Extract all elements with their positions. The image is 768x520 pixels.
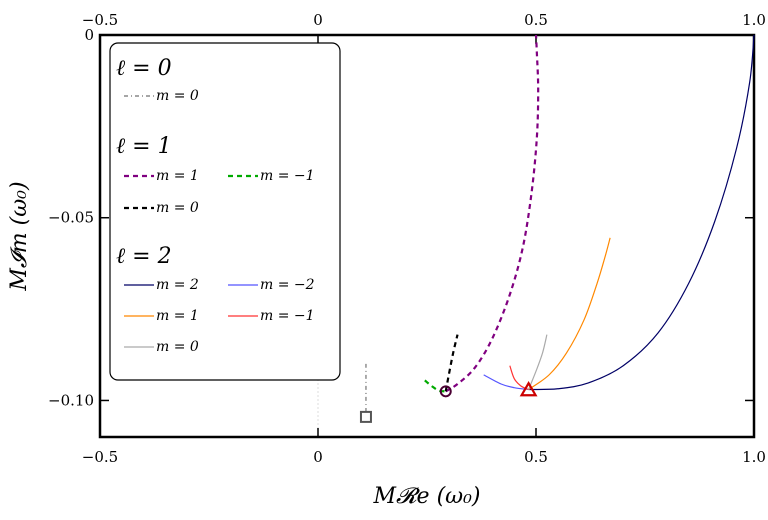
y-axis-title: M𝓘m (ω₀) bbox=[7, 181, 32, 291]
series-l1m1 bbox=[445, 34, 540, 393]
legend-box bbox=[109, 42, 341, 381]
x-tick-label-bottom: 1.0 bbox=[742, 448, 766, 466]
plot-frame bbox=[98, 33, 756, 439]
series-l2m1 bbox=[528, 237, 611, 390]
y-tick-label: −0.05 bbox=[48, 209, 94, 227]
x-axis-title: M𝓡e (ω₀) bbox=[372, 484, 480, 509]
legend: ℓ = 0 m = 0 ℓ = 1 m = 1 m = −1 m = 0 ℓ = 2 m = … bbox=[109, 42, 341, 381]
legend-label-l2mm2: m = −2 bbox=[260, 277, 315, 293]
legend-items: ℓ = 0 m = 0 ℓ = 1 m = 1 m = −1 m = 0 ℓ = 2 m = … bbox=[116, 56, 315, 355]
legend-label-l2m1: m = 1 bbox=[156, 308, 199, 324]
x-tick-label-top: 0 bbox=[313, 11, 323, 29]
legend-label-l1m0: m = 0 bbox=[156, 200, 199, 216]
legend-heading: ℓ = 0 bbox=[116, 56, 172, 81]
square-marker bbox=[359, 410, 372, 423]
triangle-marker bbox=[519, 381, 538, 397]
x-tick-label-top: 1.0 bbox=[742, 11, 766, 29]
series-l2m2 bbox=[528, 34, 755, 391]
legend-label-l1m1: m = 1 bbox=[156, 168, 199, 184]
legend-label-l1mm1: m = −1 bbox=[260, 168, 315, 184]
marker-layer bbox=[359, 381, 538, 423]
series-l1m0 bbox=[444, 334, 459, 392]
x-tick-label-bottom: −0.5 bbox=[82, 448, 118, 466]
legend-label-l0m0: m = 0 bbox=[156, 88, 199, 104]
x-tick-label-bottom: 0.5 bbox=[524, 448, 548, 466]
series-l1mm1 bbox=[424, 379, 446, 393]
legend-label-l2m0: m = 0 bbox=[156, 339, 199, 355]
series-l2mm2 bbox=[483, 374, 529, 391]
series-layer bbox=[365, 34, 755, 412]
y-tick-label: −0.10 bbox=[48, 391, 94, 409]
y-tick-label: 0 bbox=[84, 26, 94, 44]
legend-label-l2mm1: m = −1 bbox=[260, 308, 315, 324]
legend-heading: ℓ = 2 bbox=[116, 244, 172, 269]
series-l2m0 bbox=[528, 334, 548, 390]
legend-label-l2m2: m = 2 bbox=[156, 277, 199, 293]
x-tick-label-top: −0.5 bbox=[82, 11, 118, 29]
x-tick-label-top: 0.5 bbox=[524, 11, 548, 29]
legend-heading: ℓ = 1 bbox=[116, 134, 172, 159]
x-tick-label-bottom: 0 bbox=[313, 448, 323, 466]
circle-marker bbox=[439, 385, 452, 398]
